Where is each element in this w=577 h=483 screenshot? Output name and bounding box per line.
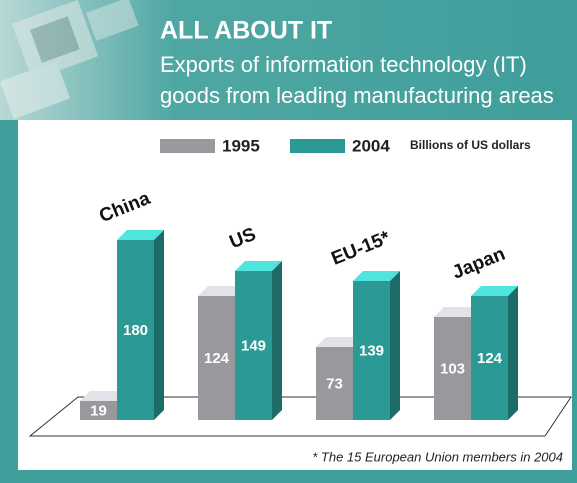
bar-side	[154, 230, 164, 420]
unit-note: Billions of US dollars	[410, 138, 531, 152]
bar-side	[390, 271, 400, 420]
subtitle: goods from leading manufacturing areas	[160, 83, 554, 108]
legend-swatch	[160, 139, 215, 153]
value-label: 139	[359, 342, 384, 359]
bar-side	[272, 261, 282, 420]
chart-title: ALL ABOUT IT	[160, 17, 332, 45]
chart: ALL ABOUT IT Exports of information tech…	[0, 0, 577, 483]
legend-swatch	[290, 139, 345, 153]
value-label: 180	[123, 322, 148, 339]
value-label: 149	[241, 337, 266, 354]
value-label: 124	[477, 350, 503, 367]
footnote: * The 15 European Union members in 2004	[312, 449, 563, 464]
legend-label: 2004	[352, 136, 390, 155]
legend-label: 1995	[222, 136, 260, 155]
bar-side	[508, 286, 518, 420]
value-label: 103	[440, 360, 465, 377]
value-label: 73	[326, 375, 343, 392]
value-label: 124	[204, 350, 230, 367]
value-label: 19	[90, 402, 107, 419]
page: ALL ABOUT IT Exports of information tech…	[0, 0, 577, 483]
subtitle: Exports of information technology (IT)	[160, 52, 527, 77]
